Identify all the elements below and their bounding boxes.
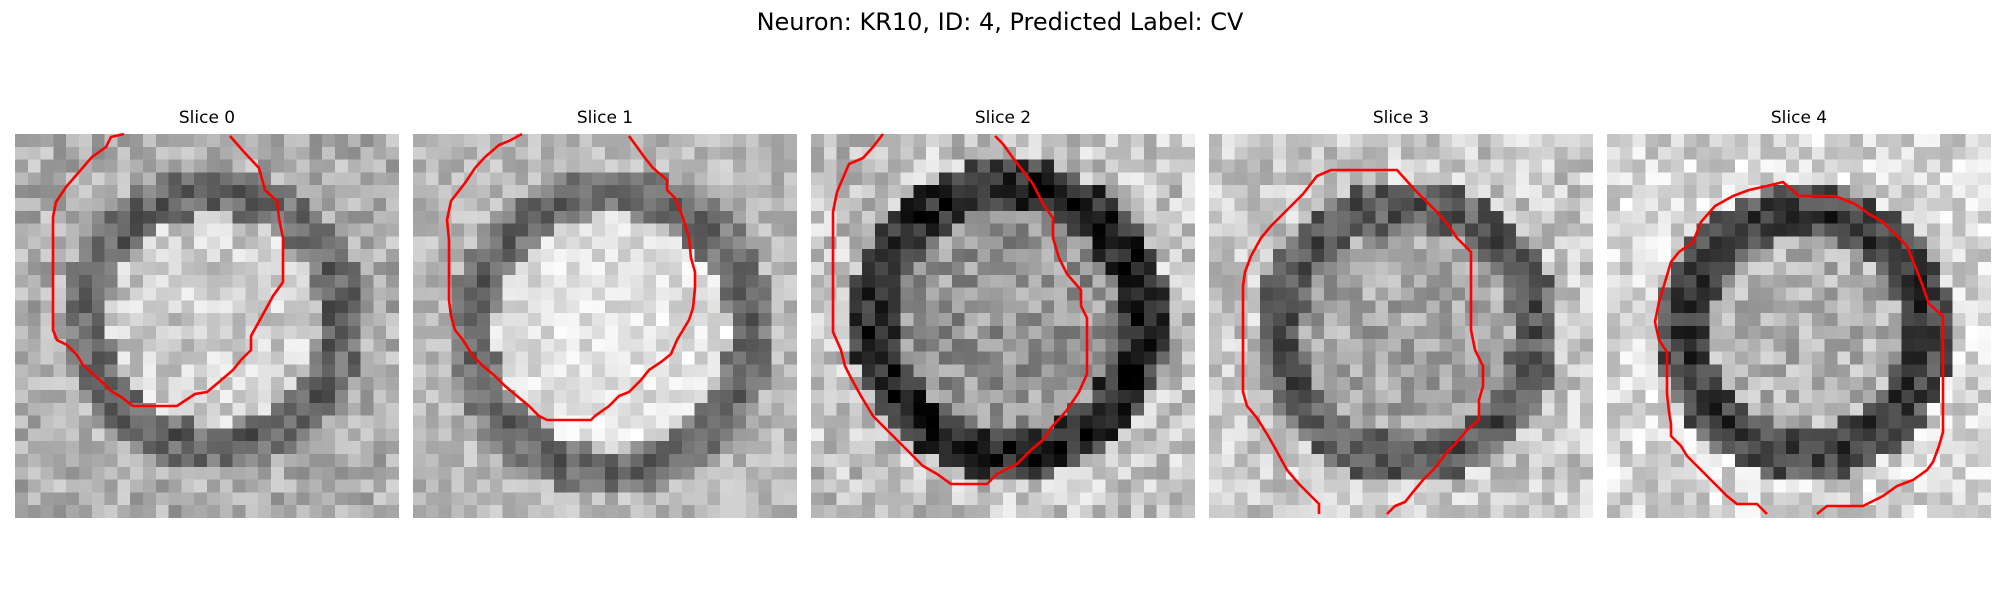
roi-contour-0 [51, 132, 285, 408]
contour-line-4 [1653, 180, 1945, 516]
slice-image-2 [811, 133, 1195, 518]
grayscale-image-3 [1209, 134, 1593, 518]
slice-title-1: Slice 1 [576, 108, 634, 128]
contour-line-0 [51, 132, 285, 408]
contour-line-3 [1241, 168, 1485, 515]
slice-title-4: Slice 4 [1770, 108, 1828, 128]
grayscale-image-2 [811, 134, 1195, 518]
slice-panel-0: Slice 0 [15, 107, 399, 518]
roi-contour-1 [445, 132, 697, 422]
slice-image-1 [413, 132, 797, 518]
slice-title-0: Slice 0 [178, 108, 236, 128]
slice-panel-1: Slice 1 [413, 107, 797, 518]
slice-panel-2: Slice 2 [811, 107, 1195, 518]
contour-line-1 [445, 132, 697, 422]
slice-title-3: Slice 3 [1372, 108, 1430, 128]
roi-contour-2 [831, 133, 1089, 486]
contour-line-2 [831, 133, 1089, 486]
grayscale-image-1 [413, 134, 797, 518]
slice-panel-3: Slice 3 [1209, 107, 1593, 518]
slice-image-3 [1209, 134, 1593, 518]
grayscale-image-0 [15, 134, 399, 518]
slice-image-0 [15, 132, 399, 518]
grayscale-image-4 [1607, 134, 1991, 518]
slice-title-2: Slice 2 [974, 108, 1032, 128]
figure-title: Neuron: KR10, ID: 4, Predicted Label: CV [756, 8, 1244, 36]
roi-contour-4 [1653, 180, 1945, 516]
roi-contour-3 [1241, 168, 1485, 515]
slice-panel-4: Slice 4 [1607, 107, 1991, 518]
slice-image-4 [1607, 134, 1991, 518]
